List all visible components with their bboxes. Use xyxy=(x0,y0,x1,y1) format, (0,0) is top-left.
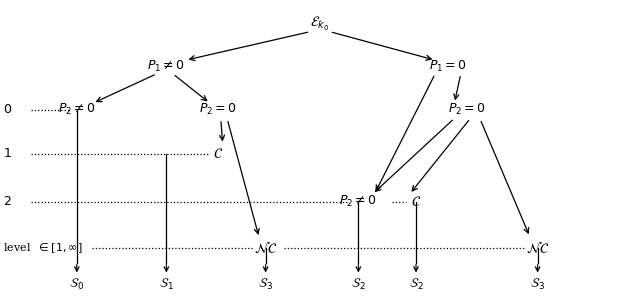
Text: $\mathcal{E}_{k_0}$: $\mathcal{E}_{k_0}$ xyxy=(310,15,330,33)
Text: $\mathcal{C}$: $\mathcal{C}$ xyxy=(411,195,421,209)
Text: $\mathcal{C}$: $\mathcal{C}$ xyxy=(212,147,223,160)
Text: $\mathcal{S}_2$: $\mathcal{S}_2$ xyxy=(409,277,423,292)
Text: $P_2 = 0$: $P_2 = 0$ xyxy=(448,102,486,117)
Text: $\mathcal{S}_2$: $\mathcal{S}_2$ xyxy=(351,277,365,292)
Text: $P_2 \neq 0$: $P_2 \neq 0$ xyxy=(58,102,96,117)
Text: $\mathcal{S}_0$: $\mathcal{S}_0$ xyxy=(69,277,84,292)
Text: $P_1 = 0$: $P_1 = 0$ xyxy=(429,59,467,74)
Text: $\mathcal{S}_1$: $\mathcal{S}_1$ xyxy=(159,277,174,292)
Text: $\mathcal{S}_3$: $\mathcal{S}_3$ xyxy=(258,277,273,292)
Text: $1$: $1$ xyxy=(3,147,12,160)
Text: level  $\in [1, \infty]$: level $\in [1, \infty]$ xyxy=(3,241,83,255)
Text: $2$: $2$ xyxy=(3,195,12,208)
Text: $\mathcal{S}_3$: $\mathcal{S}_3$ xyxy=(530,277,545,292)
Text: $\mathcal{NC}$: $\mathcal{NC}$ xyxy=(254,241,277,256)
Text: $0$: $0$ xyxy=(3,103,12,116)
Text: $P_1 \neq 0$: $P_1 \neq 0$ xyxy=(147,59,186,74)
Text: $P_2 \neq 0$: $P_2 \neq 0$ xyxy=(339,194,378,209)
Text: $P_2 = 0$: $P_2 = 0$ xyxy=(198,102,237,117)
Text: $\mathcal{NC}$: $\mathcal{NC}$ xyxy=(526,241,549,256)
